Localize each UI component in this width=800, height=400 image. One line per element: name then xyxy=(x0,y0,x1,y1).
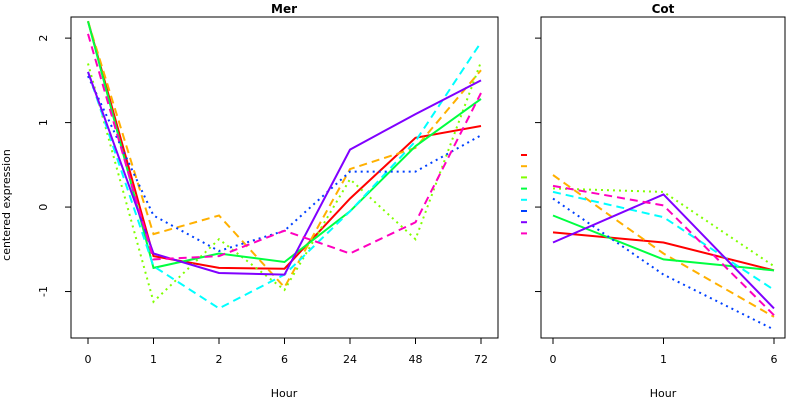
y-tick-label: 1 xyxy=(37,119,50,126)
series-line xyxy=(87,20,482,290)
x-tick-label: 24 xyxy=(343,353,357,366)
series-line xyxy=(87,61,482,304)
panel-mer: Mer Hour -1 0 1 2 0 1 2 6 24 48 72 xyxy=(37,2,499,400)
series-line xyxy=(552,197,775,331)
legend xyxy=(521,154,527,235)
series-line xyxy=(87,20,482,270)
series-line xyxy=(552,190,775,291)
series-line xyxy=(552,174,775,318)
y-axis-title: centered expression xyxy=(0,149,13,261)
x-tick-label: 6 xyxy=(281,353,288,366)
panel-cot: Cot Hour 0 1 6 xyxy=(535,2,786,400)
x-tick-label: 0 xyxy=(550,353,557,366)
x-tick-label: 0 xyxy=(85,353,92,366)
series-line xyxy=(87,33,482,261)
panel-title: Mer xyxy=(271,2,297,16)
x-axis-title: Hour xyxy=(650,387,677,400)
x-tick-label: 6 xyxy=(771,353,778,366)
series-line xyxy=(87,75,482,253)
x-tick-label: 48 xyxy=(409,353,423,366)
panel-title: Cot xyxy=(652,2,675,16)
series-line xyxy=(552,193,775,310)
series-line xyxy=(552,231,775,272)
series-line xyxy=(87,20,482,270)
series-line xyxy=(87,71,482,276)
x-tick-label: 1 xyxy=(150,353,157,366)
series-line xyxy=(552,187,775,268)
x-axis-title: Hour xyxy=(271,387,298,400)
plot-frame xyxy=(540,16,786,339)
series-line xyxy=(552,184,775,316)
y-tick-label: -1 xyxy=(37,286,50,297)
x-tick-label: 72 xyxy=(474,353,488,366)
x-tick-label: 2 xyxy=(216,353,223,366)
y-tick-label: 0 xyxy=(37,204,50,211)
y-tick-label: 2 xyxy=(37,35,50,42)
x-tick-label: 1 xyxy=(660,353,667,366)
